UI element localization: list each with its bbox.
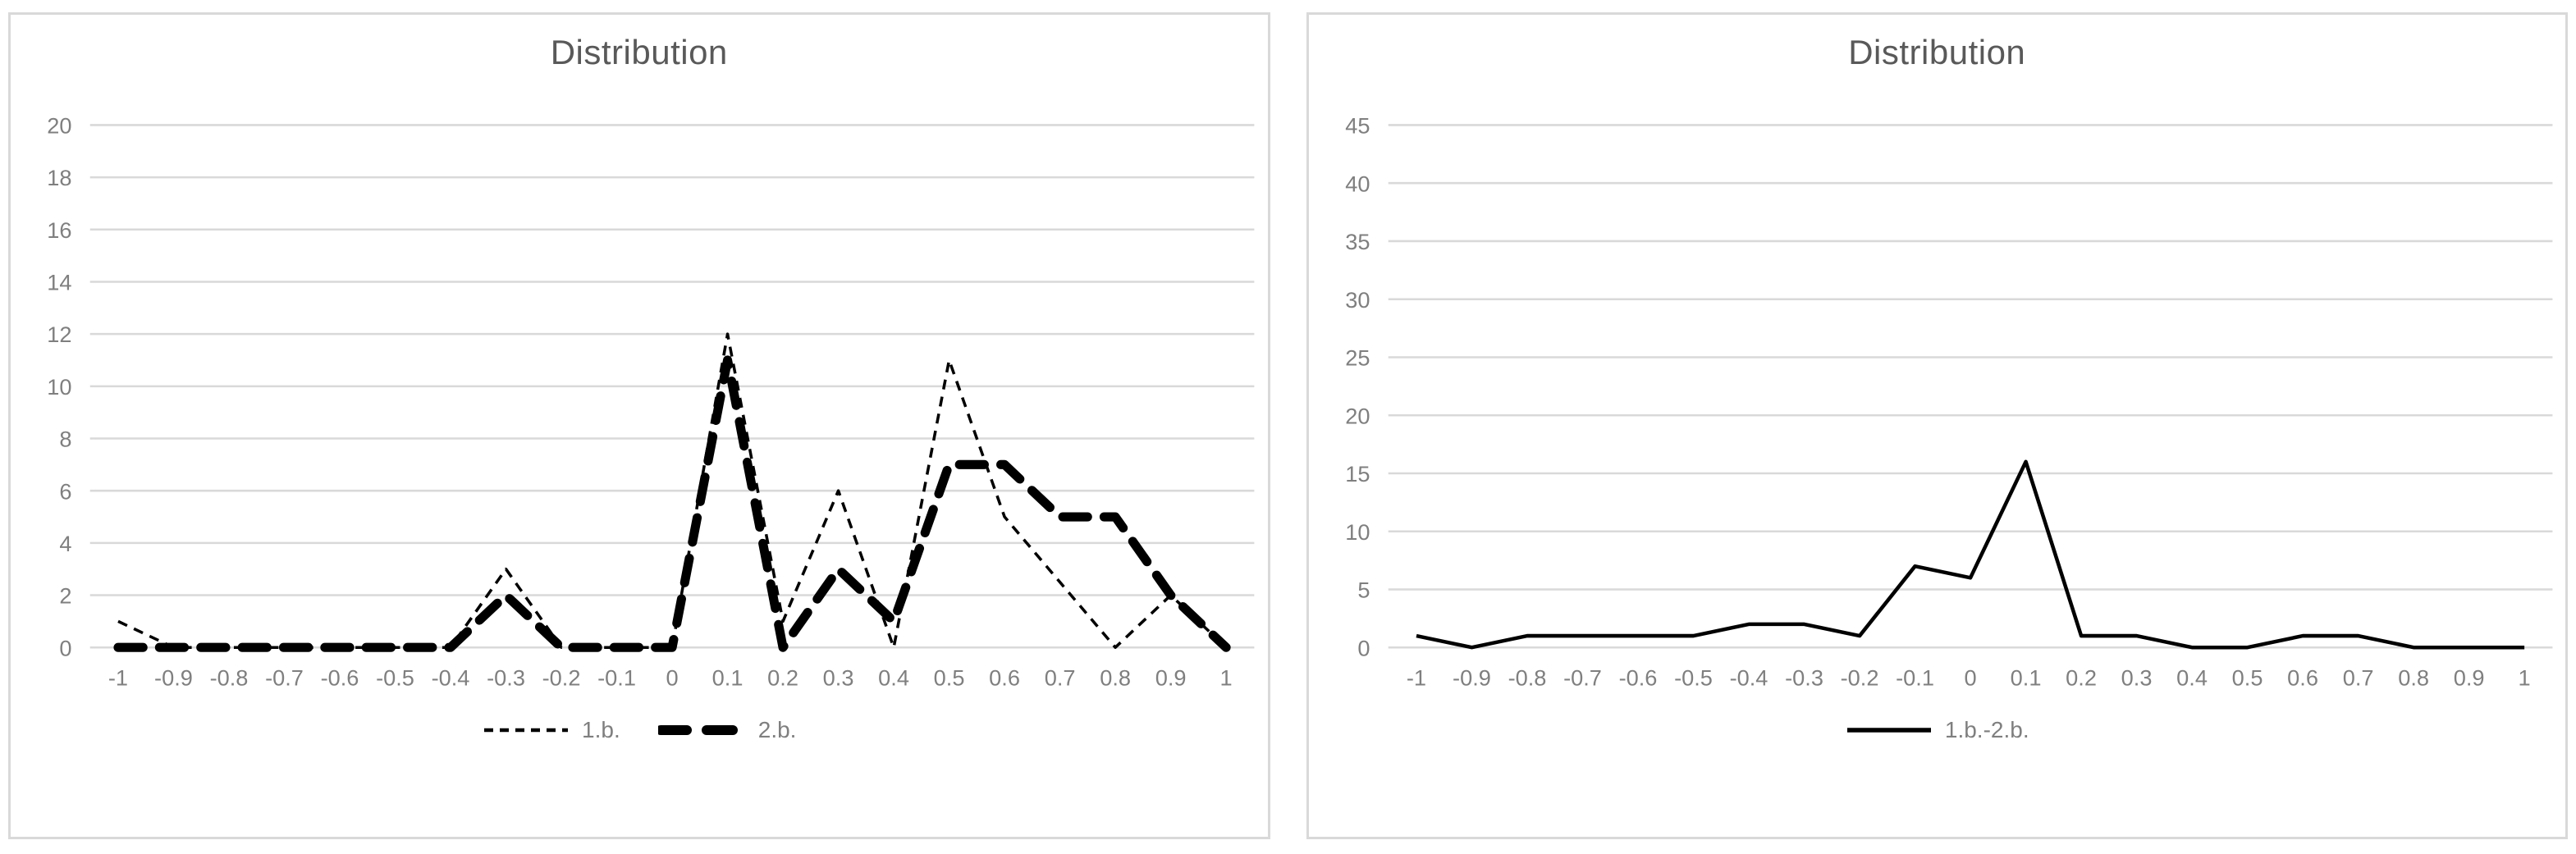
x-axis-tick-label: 0 [666, 665, 678, 691]
x-axis-tick-label: 0.6 [2287, 665, 2318, 691]
x-axis-tick-label: 0.6 [989, 665, 1020, 691]
y-axis-tick-label: 10 [47, 374, 71, 400]
y-axis-tick-label: 30 [1345, 287, 1370, 313]
x-axis-tick-label: 0.4 [2176, 665, 2208, 691]
series-line-2.b. [113, 355, 1231, 652]
legend-item: 1.b. [482, 717, 620, 743]
x-axis-tick-label: 0.2 [767, 665, 798, 691]
x-axis-tick-label: -0.6 [1618, 665, 1657, 691]
chart-title: Distribution [550, 33, 728, 71]
legend-label: 2.b. [757, 717, 797, 743]
x-axis-tick-label: 0.3 [823, 665, 854, 691]
x-axis-tick-label: 0 [1964, 665, 1976, 691]
x-axis-tick-label: 0.1 [2010, 665, 2041, 691]
x-axis-tick-label: -0.4 [432, 665, 470, 691]
x-axis-tick-label: 0.2 [2066, 665, 2097, 691]
x-axis-tick-label: -0.7 [1563, 665, 1602, 691]
x-axis-tick-label: 0.9 [1155, 665, 1187, 691]
y-axis-tick-label: 18 [47, 165, 71, 190]
x-axis-tick-label: 0.7 [1045, 665, 1076, 691]
y-axis-tick-label: 35 [1345, 229, 1370, 254]
x-axis-tick-label: -1 [1406, 665, 1425, 691]
chart-panel-right: Distribution 0 5 10 15 20 25 30 35 40 45 -1 -0.9 -0.… [1306, 12, 2568, 839]
y-axis-tick-label: 2 [59, 583, 71, 609]
x-axis-tick-label: 0.5 [2231, 665, 2263, 691]
y-axis-tick-label: 25 [1345, 345, 1370, 371]
legend-label: 1.b. [582, 717, 620, 743]
chart-title: Distribution [1848, 33, 2026, 71]
x-axis-tick-label: 0.4 [878, 665, 909, 691]
x-axis-tick-label: -0.4 [1729, 665, 1768, 691]
legend-item: 2.b. [657, 717, 797, 743]
x-axis-tick-label: 1 [2518, 665, 2530, 691]
x-axis-tick-label: -0.8 [1508, 665, 1546, 691]
legend-line-sample [1846, 728, 1931, 733]
y-axis-tick-label: 16 [47, 217, 71, 243]
y-axis-tick-label: 6 [59, 478, 71, 504]
y-axis-tick-label: 0 [59, 635, 71, 660]
x-axis-tick-label: -0.8 [210, 665, 249, 691]
legend-line-sample [657, 725, 747, 736]
y-axis-tick-label: 0 [1357, 635, 1370, 660]
x-axis-tick-label: -0.9 [154, 665, 193, 691]
legend-line-sample [484, 728, 569, 733]
x-axis-tick-label: -0.1 [1896, 665, 1934, 691]
y-axis-tick-label: 5 [1357, 578, 1370, 603]
y-axis-tick-label: 10 [1345, 519, 1370, 545]
legend-item: 1.b.-2.b. [1845, 717, 2029, 743]
x-axis-tick-label: -0.9 [1453, 665, 1491, 691]
x-axis-tick-label: 0.5 [934, 665, 965, 691]
y-axis-tick-label: 15 [1345, 461, 1370, 486]
x-axis-tick-label: -0.3 [487, 665, 525, 691]
x-axis-tick-label: -1 [108, 665, 128, 691]
x-axis-tick-label: -0.5 [1674, 665, 1713, 691]
x-axis-tick-label: -0.1 [597, 665, 636, 691]
y-axis-tick-label: 40 [1345, 171, 1370, 196]
y-axis-tick-label: 20 [47, 113, 71, 139]
legend-label: 1.b.-2.b. [1944, 717, 2029, 743]
y-axis-tick-label: 4 [59, 531, 71, 556]
x-axis-tick-label: -0.2 [1840, 665, 1878, 691]
y-axis-tick-label: 14 [47, 270, 71, 295]
x-axis-tick-label: 0.9 [2453, 665, 2484, 691]
x-axis-tick-label: -0.3 [1785, 665, 1823, 691]
y-axis-tick-label: 8 [59, 427, 71, 452]
series-line-1.b.-2.b. [1416, 459, 2524, 650]
legend: 1.b. 2.b. [482, 717, 796, 760]
y-axis-tick-label: 45 [1345, 113, 1370, 139]
legend: 1.b.-2.b. [1845, 717, 2029, 760]
x-axis-tick-label: 0.3 [2121, 665, 2152, 691]
x-axis-tick-label: -0.7 [265, 665, 304, 691]
x-axis-tick-label: 0.1 [712, 665, 744, 691]
x-axis-tick-label: 1 [1220, 665, 1233, 691]
x-axis-tick-label: 0.8 [2398, 665, 2429, 691]
x-axis-tick-label: 0.8 [1100, 665, 1131, 691]
chart-panel-left: Distribution 0 2 4 6 8 10 12 14 16 18 20 -1 -0.9 -0.8… [8, 12, 1270, 839]
y-axis-tick-label: 20 [1345, 403, 1370, 428]
x-axis-tick-label: -0.2 [542, 665, 581, 691]
x-axis-tick-label: -0.5 [376, 665, 414, 691]
x-axis-tick-label: -0.6 [321, 665, 359, 691]
x-axis-tick-label: 0.7 [2342, 665, 2373, 691]
y-axis-tick-label: 12 [47, 322, 71, 347]
